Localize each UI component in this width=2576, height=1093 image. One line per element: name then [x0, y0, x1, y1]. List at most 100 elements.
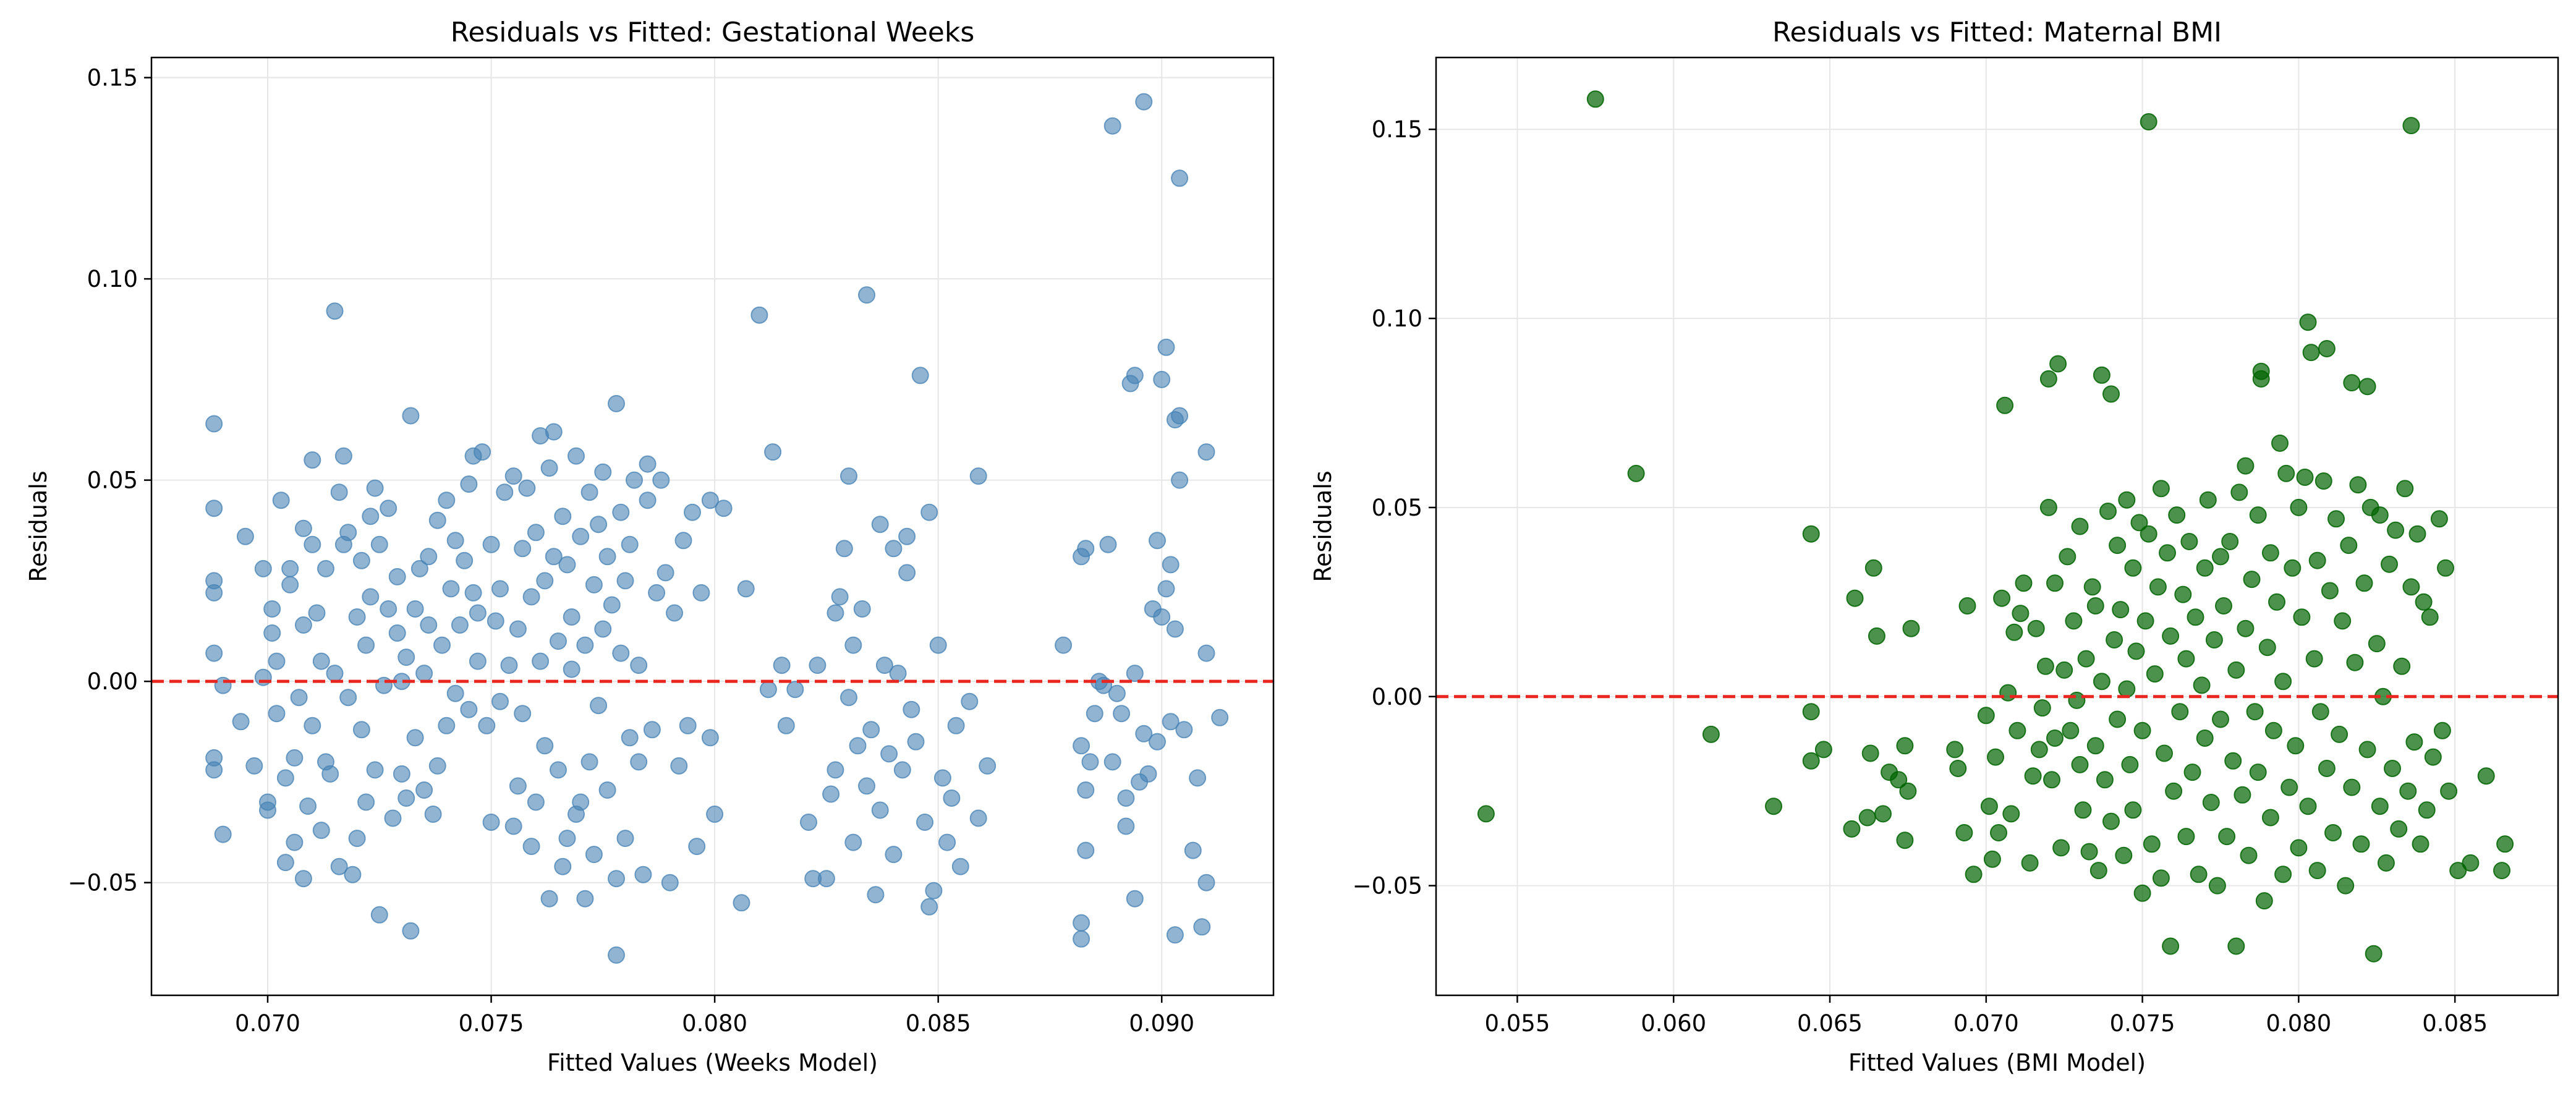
data-point [2033, 699, 2051, 717]
data-point [2396, 480, 2414, 498]
data-point [608, 870, 625, 888]
data-point [652, 471, 670, 489]
data-point [2127, 642, 2145, 660]
data-point [563, 660, 580, 678]
data-point [844, 636, 862, 654]
axes-frame [1435, 56, 2559, 997]
data-point [2368, 635, 2386, 653]
data-point [2162, 937, 2180, 955]
data-point [2227, 661, 2245, 679]
data-point [514, 705, 532, 723]
data-point [2174, 585, 2192, 603]
data-point [348, 830, 366, 848]
data-point [388, 624, 406, 642]
data-point [312, 822, 330, 840]
data-point [2324, 824, 2342, 841]
data-point [2149, 578, 2167, 596]
data-point [2493, 862, 2510, 880]
data-point [2136, 612, 2154, 630]
data-point [2261, 544, 2279, 562]
data-point [1946, 741, 1964, 759]
data-point [460, 700, 478, 718]
data-point [898, 527, 916, 545]
data-point [504, 817, 522, 835]
data-point [456, 551, 474, 569]
data-point [380, 600, 397, 618]
x-axis-label: Fitted Values (BMI Model) [1848, 1049, 2146, 1076]
y-tick-label: 0.00 [87, 668, 138, 695]
data-point [1157, 580, 1175, 598]
data-point [858, 286, 875, 304]
data-point [2355, 574, 2373, 592]
data-point [827, 604, 844, 622]
data-point [509, 777, 527, 795]
data-point [2143, 835, 2161, 853]
data-point [205, 644, 223, 662]
data-point [2133, 884, 2151, 902]
data-point [415, 781, 433, 799]
data-point [2334, 612, 2352, 630]
data-point [205, 500, 223, 517]
data-point [594, 463, 612, 481]
data-point [2140, 525, 2157, 543]
data-point [2393, 657, 2411, 675]
data-point [438, 717, 456, 734]
data-point [1949, 760, 1967, 777]
data-point [2109, 537, 2127, 555]
data-point [911, 367, 929, 385]
data-point [2358, 378, 2376, 396]
data-point [916, 814, 933, 831]
data-point [2343, 374, 2361, 392]
data-point [460, 475, 478, 493]
data-point [442, 580, 460, 598]
data-point [594, 620, 612, 638]
data-point [2402, 578, 2420, 596]
data-point [835, 540, 853, 558]
data-point [603, 596, 621, 614]
data-point [406, 600, 424, 618]
data-point [2052, 839, 2070, 857]
data-point [2387, 521, 2405, 539]
data-point [2284, 559, 2302, 577]
data-point [2212, 548, 2229, 566]
data-point [1166, 620, 1184, 638]
data-point [2071, 517, 2089, 535]
data-point [478, 717, 496, 734]
data-point [2009, 721, 2026, 739]
data-point [1162, 556, 1180, 574]
data-point [294, 870, 312, 888]
data-point [384, 809, 402, 827]
data-point [612, 503, 630, 521]
data-point [2046, 574, 2064, 592]
data-point [563, 608, 580, 626]
data-point [487, 612, 504, 630]
data-point [2190, 865, 2208, 883]
data-point [348, 608, 366, 626]
data-point [1086, 705, 1103, 723]
data-point [370, 906, 388, 924]
data-point [2496, 835, 2514, 853]
data-point [800, 814, 817, 831]
data-point [2230, 483, 2248, 501]
data-point [1814, 741, 1832, 759]
data-point [420, 616, 438, 634]
data-point [2408, 525, 2426, 543]
data-point [326, 302, 344, 320]
data-point [2240, 846, 2258, 864]
data-point [961, 692, 979, 710]
data-point [290, 689, 308, 707]
data-point [2246, 703, 2264, 721]
data-point [1987, 748, 2004, 766]
data-point [1184, 841, 1202, 859]
data-point [1117, 789, 1135, 807]
data-point [871, 516, 889, 534]
data-point [304, 717, 321, 734]
data-point [2418, 801, 2436, 819]
data-point [2187, 608, 2204, 626]
data-point [1980, 797, 1998, 815]
data-point [2299, 797, 2317, 815]
data-point [2193, 676, 2211, 694]
data-point [2449, 862, 2467, 880]
x-axis-label: Fitted Values (Weeks Model) [547, 1049, 878, 1076]
data-point [1765, 797, 1782, 815]
